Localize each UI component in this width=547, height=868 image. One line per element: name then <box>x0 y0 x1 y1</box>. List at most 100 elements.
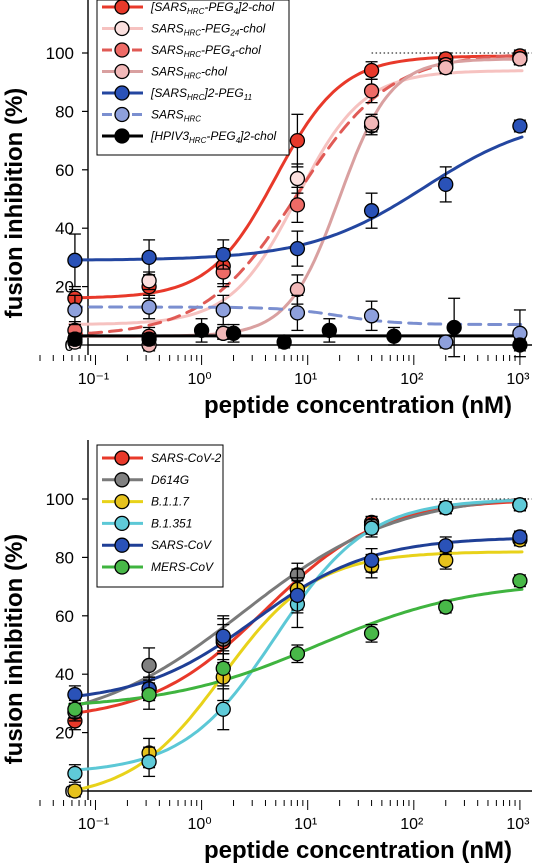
data-point <box>141 299 157 315</box>
data-point <box>512 573 528 589</box>
data-point <box>67 686 83 703</box>
data-point <box>141 249 157 266</box>
y-tick-label: 100 <box>46 44 74 63</box>
data-point <box>67 765 83 782</box>
y-tick-label: 100 <box>46 490 74 509</box>
data-point <box>289 197 306 213</box>
data-point <box>438 500 454 516</box>
legend-marker <box>114 106 130 123</box>
legend-label: B.1.1.7 <box>151 495 190 509</box>
legend-marker <box>114 515 130 532</box>
series-5 <box>67 573 528 719</box>
data-point <box>512 529 528 545</box>
legend-label: [SARSHRC​-PEG4​]2-chol <box>150 0 275 16</box>
legend-marker <box>114 128 130 144</box>
data-point <box>512 118 528 134</box>
data-point <box>386 328 402 344</box>
x-tick-label: 10² <box>400 371 424 388</box>
data-point <box>321 322 338 339</box>
data-point <box>215 628 231 644</box>
x-tick-label: 10⁰ <box>187 371 211 388</box>
data-point <box>446 319 462 336</box>
legend-marker <box>114 42 130 58</box>
series-5 <box>67 294 528 358</box>
data-point <box>67 302 83 318</box>
y-tick-label: 20 <box>55 278 74 297</box>
y-axis-title: fusion inhibition (%) <box>1 88 28 319</box>
data-point <box>141 657 157 674</box>
data-point <box>438 176 454 193</box>
data-point <box>141 754 157 770</box>
data-point <box>438 552 454 568</box>
legend-label: SARSHRC​ <box>151 108 201 124</box>
data-point <box>438 599 454 615</box>
y-tick-label: 40 <box>55 219 74 238</box>
data-point <box>363 625 380 641</box>
data-point <box>512 337 528 353</box>
legend-marker <box>114 559 130 575</box>
data-point <box>512 497 528 513</box>
legend-marker <box>114 0 130 15</box>
data-point <box>289 240 306 257</box>
data-point <box>215 302 231 318</box>
data-point <box>141 686 157 703</box>
y-axis-title: fusion inhibition (%) <box>1 534 28 765</box>
x-tick-label: 10³ <box>506 816 530 833</box>
legend-label: MERS-CoV <box>151 560 214 574</box>
y-tick-label: 80 <box>55 548 74 567</box>
legend-label: [SARSHRC​]2-PEG11​ <box>150 86 252 102</box>
legend-label: SARSHRC​-PEG24​-chol <box>151 22 266 38</box>
y-tick-label: 80 <box>55 102 74 121</box>
series-6 <box>67 297 528 358</box>
data-point <box>141 331 157 347</box>
data-point <box>67 701 83 717</box>
data-point <box>289 305 306 321</box>
data-point <box>141 273 157 289</box>
data-point <box>289 132 306 149</box>
data-point <box>363 308 380 324</box>
data-point <box>363 203 380 219</box>
data-point <box>193 322 210 339</box>
legend-marker <box>114 85 130 101</box>
data-point <box>67 252 83 268</box>
x-tick-label: 10¹ <box>294 371 317 388</box>
data-point <box>438 538 454 554</box>
legend: SARS-CoV-2 D614G B.1.1.7 B.1.351 SARS-CoV MER… <box>96 444 224 588</box>
data-point <box>289 646 306 662</box>
legend-marker <box>114 20 130 37</box>
x-tick-label: 10¹ <box>294 816 317 833</box>
y-tick-label: 40 <box>55 665 74 684</box>
data-point <box>67 331 83 347</box>
legend-marker <box>114 493 130 510</box>
data-point <box>363 115 380 131</box>
data-point <box>67 783 83 799</box>
data-point <box>289 281 306 298</box>
data-point <box>276 334 292 350</box>
legend-label: B.1.351 <box>151 516 192 530</box>
data-point <box>438 334 454 350</box>
data-point <box>215 660 231 677</box>
legend-marker <box>114 450 130 466</box>
data-point <box>289 170 306 187</box>
legend: [SARSHRC​-PEG4​]2-chol SARSHRC​-PEG24​-ch… <box>96 0 290 156</box>
x-tick-label: 10² <box>400 816 424 833</box>
data-point <box>512 51 528 67</box>
x-axis-title: peptide concentration (nM) <box>204 837 512 864</box>
data-point <box>363 83 380 99</box>
legend-label: SARSHRC​-PEG4​-chol <box>151 43 261 59</box>
x-tick-label: 10³ <box>506 371 530 388</box>
legend-label: D614G <box>151 473 189 487</box>
x-tick-label: 10⁰ <box>187 816 211 833</box>
data-point <box>363 552 380 568</box>
legend-label: SARS-CoV-2 <box>151 451 222 465</box>
data-point <box>289 587 306 604</box>
x-tick-label: 10⁻¹ <box>78 371 110 388</box>
data-point <box>225 325 242 341</box>
data-point <box>363 520 380 536</box>
legend-marker <box>114 63 130 80</box>
y-tick-label: 20 <box>55 724 74 743</box>
x-axis-title: peptide concentration (nM) <box>204 392 512 419</box>
data-point <box>215 701 231 717</box>
